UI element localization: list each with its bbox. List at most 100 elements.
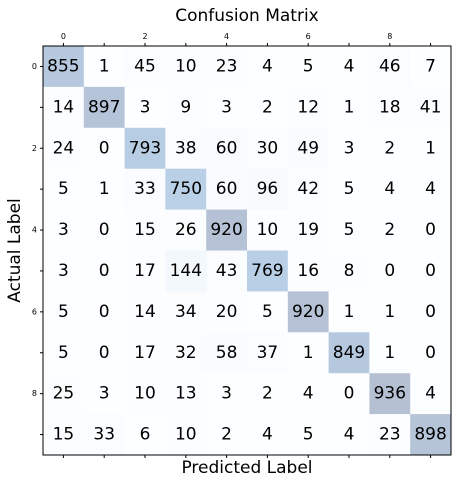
cell-value-label: 920 (292, 302, 324, 322)
heatmap-cell (369, 291, 411, 333)
heatmap-cell (328, 46, 370, 88)
cell-value-label: 0 (99, 138, 110, 158)
cell-value-label: 15 (134, 220, 156, 240)
cell-value-label: 5 (344, 220, 355, 240)
heatmap-cell (328, 168, 370, 211)
cell-value-label: 23 (216, 56, 238, 76)
cell-value-label: 4 (262, 56, 273, 76)
cell-value-label: 58 (216, 343, 238, 363)
heatmap-cell (165, 414, 207, 456)
cell-value-label: 15 (53, 425, 75, 445)
cell-value-label: 3 (221, 384, 232, 404)
cell-value-label: 13 (175, 384, 197, 404)
heatmap-cell (165, 86, 207, 129)
cell-value-label: 4 (384, 179, 395, 199)
heatmap-cell (43, 414, 85, 456)
cell-value-label: 0 (99, 343, 110, 363)
cell-value-label: 43 (216, 261, 238, 281)
cell-value-label: 10 (175, 425, 197, 445)
cell-value-label: 1 (99, 56, 110, 76)
x-tick-label: 8 (387, 32, 392, 41)
cell-value-label: 2 (384, 220, 395, 240)
cell-value-label: 10 (257, 220, 279, 240)
cell-value-label: 3 (58, 220, 69, 240)
heatmap-cell (206, 250, 248, 292)
cell-value-label: 5 (344, 179, 355, 199)
y-axis-label: Actual Label (5, 198, 25, 303)
heatmap-cell (43, 127, 85, 170)
cell-value-label: 49 (297, 138, 319, 158)
x-tick-label: 6 (306, 32, 311, 41)
heatmap-cell (206, 373, 248, 415)
y-tick-label: 2 (32, 144, 37, 153)
cell-value-label: 4 (303, 384, 314, 404)
heatmap-cell (410, 414, 452, 456)
cell-value-label: 17 (134, 261, 156, 281)
cell-value-label: 37 (257, 343, 279, 363)
heatmap-cell (287, 250, 330, 292)
cell-value-label: 18 (379, 97, 401, 117)
cell-value-label: 5 (303, 425, 314, 445)
heatmap-cell (83, 46, 126, 88)
heatmap-cell (206, 332, 248, 374)
heatmap-cell (247, 414, 289, 456)
cell-value-label: 14 (134, 302, 156, 322)
heatmap-cell (328, 414, 370, 456)
heatmap-cell (165, 46, 207, 88)
heatmap-cell (410, 127, 452, 170)
cell-value-label: 936 (374, 384, 406, 404)
heatmap-cell (369, 332, 411, 374)
heatmap-cell (43, 250, 85, 292)
cell-value-label: 3 (221, 97, 232, 117)
cell-value-label: 34 (175, 302, 197, 322)
cell-value-label: 42 (297, 179, 319, 199)
heatmap-cell (328, 86, 370, 129)
heatmap-cell (206, 209, 248, 251)
plot-frame (42, 45, 452, 456)
cell-value-label: 30 (257, 138, 279, 158)
cell-value-label: 849 (333, 343, 365, 363)
cell-value-label: 1 (99, 179, 110, 199)
heatmap-cell (369, 46, 411, 88)
heatmap-cell (287, 127, 330, 170)
cell-value-label: 2 (262, 384, 273, 404)
heatmap-cell (247, 209, 289, 251)
heatmap-cell (328, 209, 370, 251)
cell-value-label: 5 (58, 179, 69, 199)
heatmap-cell (124, 332, 166, 374)
cell-value-label: 3 (140, 97, 151, 117)
cell-value-label: 2 (262, 97, 273, 117)
cell-value-label: 0 (99, 220, 110, 240)
cell-value-label: 750 (170, 179, 202, 199)
cell-value-label: 16 (297, 261, 319, 281)
x-tick-label: 2 (142, 32, 147, 41)
cell-value-label: 38 (175, 138, 197, 158)
heatmap-cell (410, 168, 452, 211)
cell-value-label: 33 (134, 179, 156, 199)
heatmap-cell (410, 332, 452, 374)
cell-value-label: 9 (180, 97, 191, 117)
cell-value-label: 4 (344, 425, 355, 445)
heatmap-cell (328, 250, 370, 292)
heatmap-cell (369, 86, 411, 129)
cell-value-label: 17 (134, 343, 156, 363)
cell-value-label: 33 (93, 425, 115, 445)
cell-value-label: 45 (134, 56, 156, 76)
cell-value-label: 0 (425, 343, 436, 363)
y-tick-label: 6 (32, 307, 37, 316)
cell-value-label: 1 (384, 302, 395, 322)
heatmap-cell (124, 86, 166, 129)
heatmap-cell (369, 373, 411, 415)
heatmap-cell (247, 373, 289, 415)
cell-value-label: 855 (47, 56, 79, 76)
heatmap-cell (287, 291, 330, 333)
cell-value-label: 5 (262, 302, 273, 322)
cell-value-label: 60 (216, 138, 238, 158)
heatmap-cell (328, 291, 370, 333)
cell-value-label: 14 (53, 97, 75, 117)
heatmap-cell (328, 373, 370, 415)
cell-value-label: 0 (384, 261, 395, 281)
heatmap-cell (165, 168, 207, 211)
heatmap-cell (124, 168, 166, 211)
